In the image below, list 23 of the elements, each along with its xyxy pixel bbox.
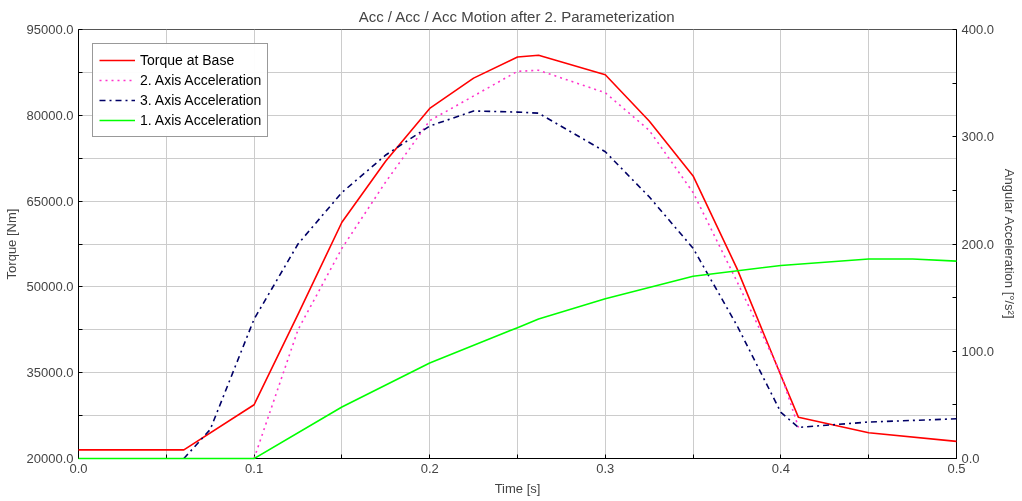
x-axis-title: Time [s] — [494, 480, 541, 496]
x-tick-label: 0.1 — [245, 460, 264, 476]
y2-axis-title: Angular Acceleration [°/s²] — [1002, 168, 1018, 319]
y-tick-label: 35000.0 — [26, 365, 74, 381]
x-tick-label: 0.2 — [420, 460, 439, 476]
x-tick-label: 0.3 — [596, 460, 615, 476]
y2-tick-label: 400.0 — [961, 22, 995, 37]
y2-tick-label: 200.0 — [961, 236, 995, 252]
y-tick-label: 65000.0 — [26, 193, 74, 209]
y2-tick-label: 100.0 — [961, 343, 995, 359]
y2-tick-label: 300.0 — [961, 129, 995, 145]
y-tick-label: 80000.0 — [26, 107, 74, 123]
legend-label: Torque at Base — [140, 52, 235, 68]
y-tick-label: 95000.0 — [26, 22, 74, 37]
line-series — [77, 54, 958, 451]
legend-label: 3. Axis Acceleration — [140, 92, 262, 108]
legend-label: 1. Axis Acceleration — [140, 112, 262, 128]
legend-label: 2. Axis Acceleration — [140, 72, 262, 88]
chart-title: Acc / Acc / Acc Motion after 2. Parameterization — [358, 7, 675, 25]
y-axis-title: Torque [Nm] — [3, 208, 19, 280]
line-series — [183, 110, 958, 460]
y-tick-label: 50000.0 — [26, 279, 74, 295]
x-tick-label: 0.4 — [771, 460, 790, 476]
